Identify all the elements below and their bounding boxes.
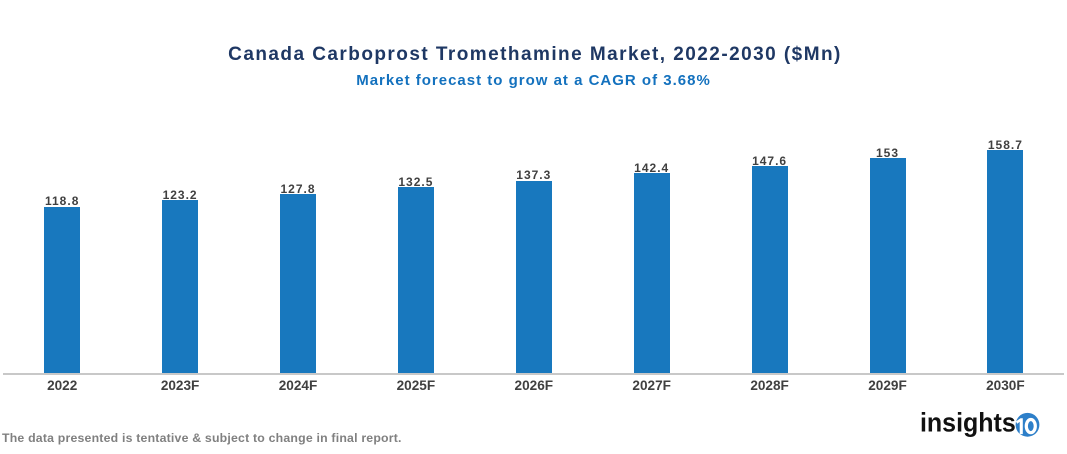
svg-text:insights: insights	[920, 409, 1016, 438]
